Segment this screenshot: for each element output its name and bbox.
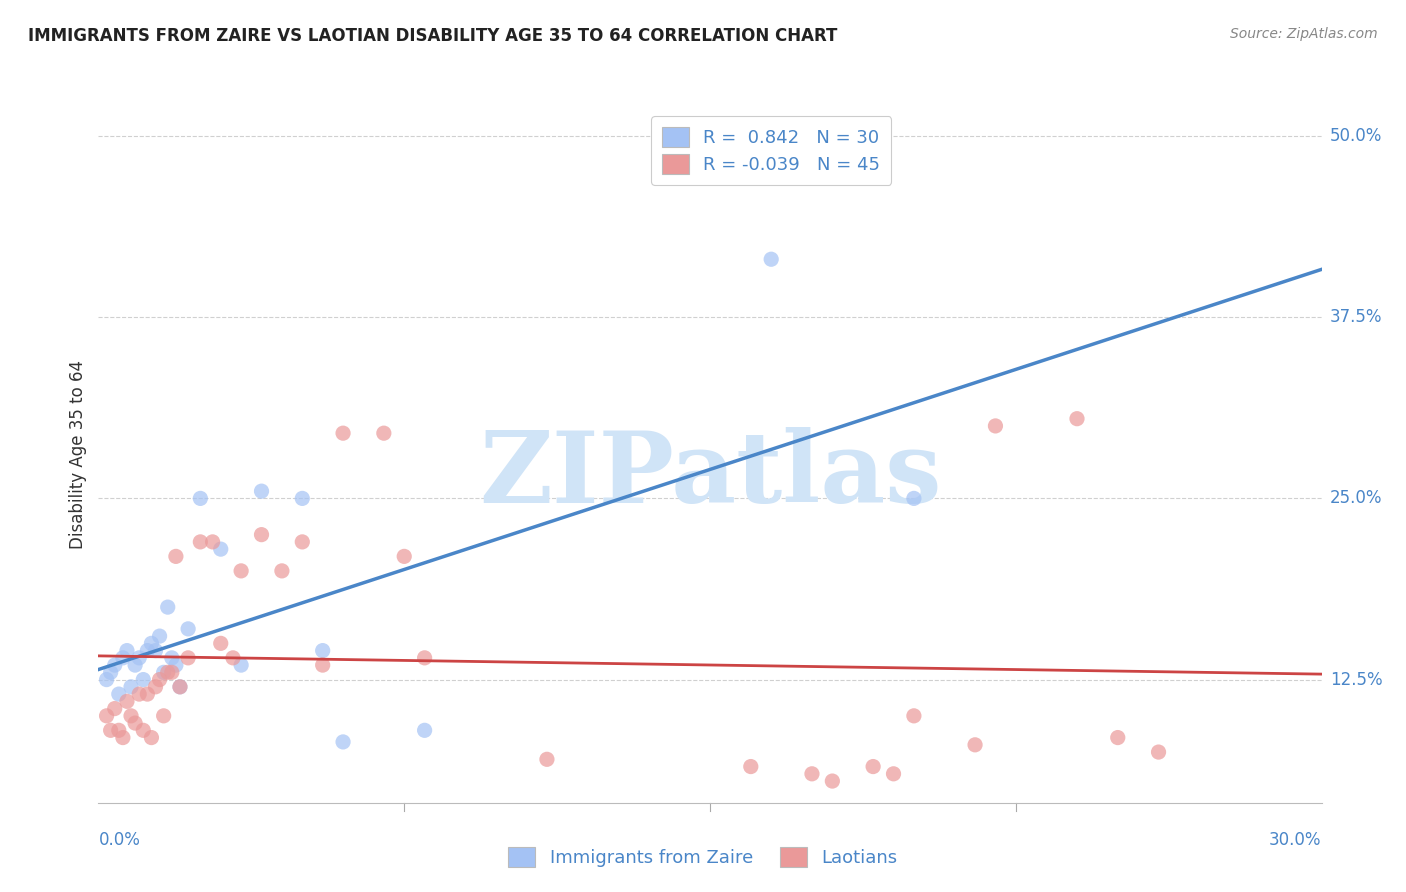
Point xyxy=(128,651,150,665)
Point xyxy=(124,716,146,731)
Point xyxy=(413,723,436,738)
Text: 12.5%: 12.5% xyxy=(1330,671,1382,689)
Point xyxy=(903,491,925,506)
Point xyxy=(222,651,245,665)
Point xyxy=(413,651,436,665)
Point xyxy=(291,535,314,549)
Point xyxy=(115,643,138,657)
Point xyxy=(821,774,844,789)
Point xyxy=(141,731,163,745)
Point xyxy=(392,549,416,564)
Point xyxy=(188,535,212,549)
Text: 30.0%: 30.0% xyxy=(1270,830,1322,848)
Point xyxy=(169,680,191,694)
Point xyxy=(177,622,200,636)
Point xyxy=(136,643,159,657)
Point xyxy=(104,701,127,715)
Point xyxy=(108,723,131,738)
Point xyxy=(132,723,155,738)
Point xyxy=(801,766,824,781)
Point xyxy=(201,535,224,549)
Point xyxy=(115,694,138,708)
Point xyxy=(291,491,314,506)
Point xyxy=(740,759,762,773)
Point xyxy=(883,766,905,781)
Point xyxy=(1107,731,1129,745)
Point xyxy=(177,651,200,665)
Text: 25.0%: 25.0% xyxy=(1330,490,1382,508)
Point xyxy=(160,651,183,665)
Point xyxy=(903,708,925,723)
Point xyxy=(104,658,127,673)
Point xyxy=(373,426,395,441)
Point xyxy=(141,636,163,650)
Point xyxy=(149,673,172,687)
Text: ZIPatlas: ZIPatlas xyxy=(479,427,941,524)
Point xyxy=(165,658,187,673)
Point xyxy=(96,673,118,687)
Point xyxy=(250,527,273,541)
Y-axis label: Disability Age 35 to 64: Disability Age 35 to 64 xyxy=(69,360,87,549)
Point xyxy=(124,658,146,673)
Text: 50.0%: 50.0% xyxy=(1330,127,1382,145)
Point xyxy=(111,651,134,665)
Point xyxy=(156,665,179,680)
Point xyxy=(250,484,273,499)
Point xyxy=(96,708,118,723)
Legend: R =  0.842   N = 30, R = -0.039   N = 45: R = 0.842 N = 30, R = -0.039 N = 45 xyxy=(651,116,891,185)
Point xyxy=(136,687,159,701)
Point xyxy=(231,658,253,673)
Point xyxy=(231,564,253,578)
Text: 0.0%: 0.0% xyxy=(98,830,141,848)
Point xyxy=(332,426,354,441)
Point xyxy=(761,252,783,267)
Point xyxy=(128,687,150,701)
Point xyxy=(160,665,183,680)
Point xyxy=(270,564,294,578)
Point xyxy=(149,629,172,643)
Point xyxy=(100,723,122,738)
Text: 37.5%: 37.5% xyxy=(1330,309,1382,326)
Point xyxy=(209,636,232,650)
Point xyxy=(165,549,187,564)
Point xyxy=(152,708,174,723)
Point xyxy=(169,680,191,694)
Legend: Immigrants from Zaire, Laotians: Immigrants from Zaire, Laotians xyxy=(501,839,905,874)
Point xyxy=(332,735,354,749)
Point xyxy=(862,759,884,773)
Point xyxy=(984,419,1007,434)
Point xyxy=(188,491,212,506)
Point xyxy=(965,738,987,752)
Point xyxy=(145,643,167,657)
Point xyxy=(312,643,335,657)
Point xyxy=(120,680,142,694)
Point xyxy=(145,680,167,694)
Point xyxy=(108,687,131,701)
Point xyxy=(152,665,174,680)
Point xyxy=(1066,411,1088,425)
Point xyxy=(120,708,142,723)
Point xyxy=(1147,745,1170,759)
Point xyxy=(111,731,134,745)
Point xyxy=(156,600,179,615)
Point xyxy=(536,752,558,766)
Text: Source: ZipAtlas.com: Source: ZipAtlas.com xyxy=(1230,27,1378,41)
Point xyxy=(100,665,122,680)
Point xyxy=(132,673,155,687)
Point xyxy=(209,542,232,557)
Text: IMMIGRANTS FROM ZAIRE VS LAOTIAN DISABILITY AGE 35 TO 64 CORRELATION CHART: IMMIGRANTS FROM ZAIRE VS LAOTIAN DISABIL… xyxy=(28,27,838,45)
Point xyxy=(312,658,335,673)
